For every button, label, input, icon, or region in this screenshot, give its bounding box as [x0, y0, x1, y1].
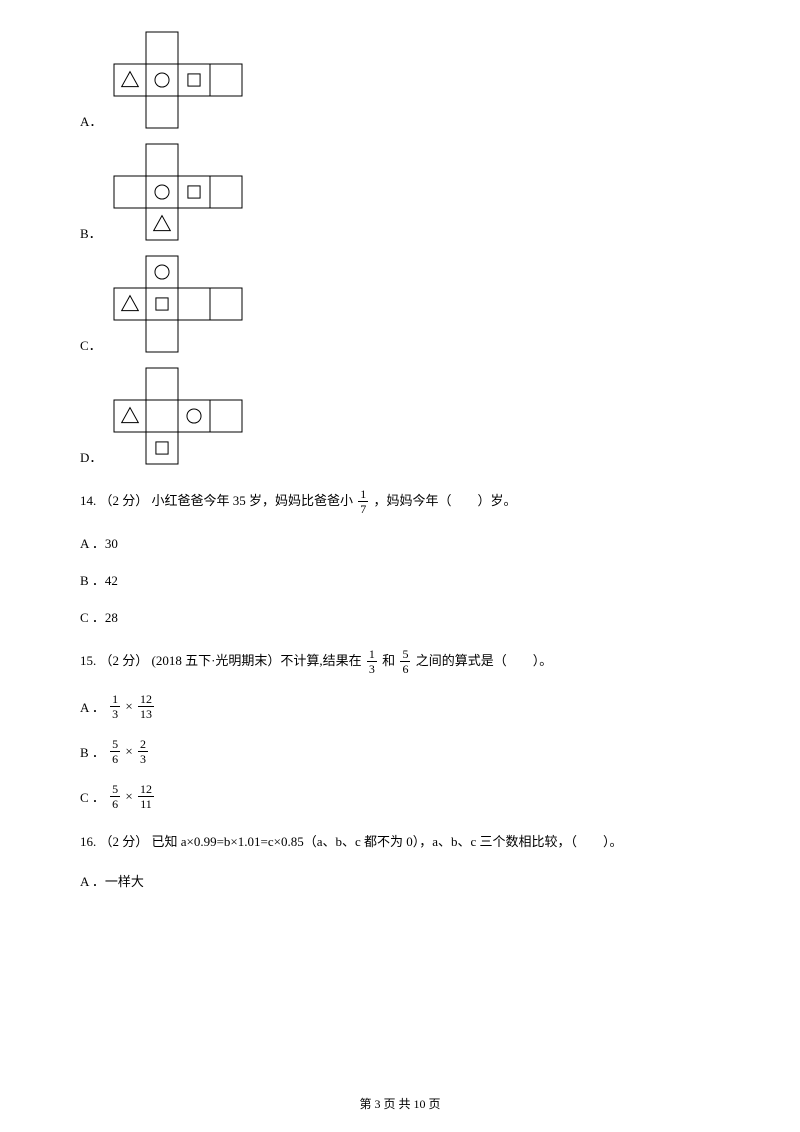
numerator: 5 [110, 783, 120, 797]
cube-net-options: A． B． C． D． [80, 30, 720, 466]
numerator: 1 [358, 488, 368, 502]
q15-suffix: 之间的算式是（ ）。 [416, 653, 553, 668]
cube-net-option[interactable]: A． [80, 30, 720, 130]
denominator: 6 [110, 797, 120, 810]
option-label: A． [80, 111, 102, 130]
page-footer: 第 3 页 共 10 页 [0, 1095, 800, 1112]
numerator: 12 [138, 783, 154, 797]
fraction-5-6: 5 6 [400, 648, 410, 675]
fraction-1-3: 1 3 [367, 648, 377, 675]
page-content: A． B． C． D． 14. （2 分） 小红爸爸今年 35 岁，妈妈比爸爸小 1 … [0, 0, 800, 890]
q15-option-b[interactable]: B ． 5 6 × 2 3 [80, 738, 720, 765]
times-sign: × [125, 744, 136, 759]
q16-option-a[interactable]: A ．一样大 [80, 871, 720, 890]
numerator: 1 [110, 693, 120, 707]
fraction: 12 11 [138, 783, 154, 810]
times-sign: × [125, 789, 136, 804]
q14-prefix: 14. （2 分） 小红爸爸今年 35 岁，妈妈比爸爸小 [80, 493, 356, 508]
q14: 14. （2 分） 小红爸爸今年 35 岁，妈妈比爸爸小 1 7 ，妈妈今年（ … [80, 488, 720, 515]
cube-net-icon [112, 366, 244, 466]
cube-net-option[interactable]: D． [80, 366, 720, 466]
q15-option-a[interactable]: A ． 1 3 × 12 13 [80, 693, 720, 720]
numerator: 5 [110, 738, 120, 752]
fraction: 5 6 [110, 738, 120, 765]
numerator: 2 [138, 738, 148, 752]
q14-option-c[interactable]: C ．28 [80, 607, 720, 626]
q16: 16. （2 分） 已知 a×0.99=b×1.01=c×0.85（a、b、c … [80, 832, 720, 853]
denominator: 3 [110, 707, 120, 720]
option-label: C ． [80, 790, 105, 805]
option-label: C． [80, 335, 102, 354]
denominator: 3 [138, 752, 148, 765]
numerator: 1 [367, 648, 377, 662]
option-label: D． [80, 447, 102, 466]
denominator: 7 [358, 502, 368, 515]
numerator: 5 [400, 648, 410, 662]
denominator: 13 [138, 707, 154, 720]
q14-option-a[interactable]: A ．30 [80, 533, 720, 552]
fraction-1-7: 1 7 [358, 488, 368, 515]
q15: 15. （2 分） (2018 五下·光明期末）不计算,结果在 1 3 和 5 … [80, 648, 720, 675]
denominator: 6 [400, 662, 410, 675]
cube-net-icon [112, 254, 244, 354]
q15-mid: 和 [382, 653, 398, 668]
fraction: 1 3 [110, 693, 120, 720]
denominator: 11 [138, 797, 154, 810]
fraction: 5 6 [110, 783, 120, 810]
times-sign: × [125, 699, 136, 714]
cube-net-option[interactable]: C． [80, 254, 720, 354]
q14-option-b[interactable]: B ．42 [80, 570, 720, 589]
denominator: 3 [367, 662, 377, 675]
option-label: B ． [80, 745, 105, 760]
fraction: 2 3 [138, 738, 148, 765]
q15-option-c[interactable]: C ． 5 6 × 12 11 [80, 783, 720, 810]
q15-prefix: 15. （2 分） (2018 五下·光明期末）不计算,结果在 [80, 653, 365, 668]
cube-net-icon [112, 30, 244, 130]
cube-net-option[interactable]: B． [80, 142, 720, 242]
denominator: 6 [110, 752, 120, 765]
option-label: B． [80, 223, 102, 242]
fraction: 12 13 [138, 693, 154, 720]
option-label: A ． [80, 700, 105, 715]
cube-net-icon [112, 142, 244, 242]
q14-suffix: ，妈妈今年（ ）岁。 [374, 493, 517, 508]
numerator: 12 [138, 693, 154, 707]
